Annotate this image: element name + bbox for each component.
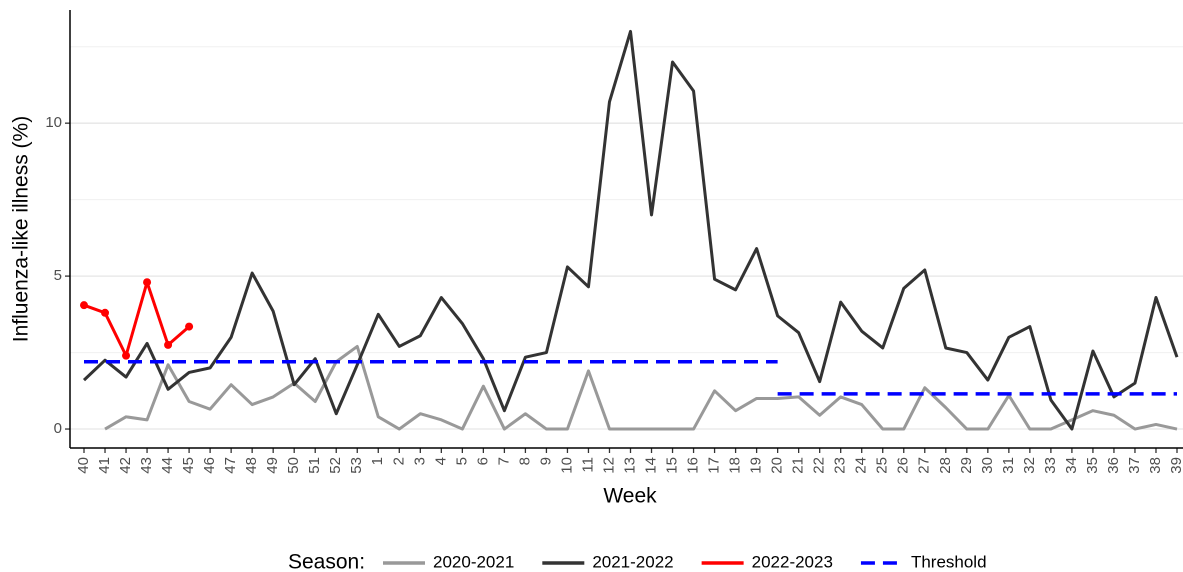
x-tick-label: 17: [706, 457, 723, 474]
series-line: [82, 29, 1179, 431]
x-tick-label: 32: [1021, 457, 1038, 474]
point: [122, 351, 131, 360]
x-tick-label: 38: [1147, 457, 1164, 474]
series-line: [83, 280, 191, 358]
x-tick-label: 42: [117, 457, 134, 474]
x-tick-label: 33: [1042, 457, 1059, 474]
x-tick-label: 30: [979, 457, 996, 474]
x-tick-label: 9: [537, 457, 554, 465]
x-tick-label: 43: [138, 457, 155, 474]
x-tick-label: 46: [201, 457, 218, 474]
x-tick-label: 11: [579, 457, 596, 473]
x-tick-label: 25: [874, 457, 891, 474]
x-tick-label: 2: [390, 457, 407, 465]
x-tick-label: 22: [811, 457, 828, 474]
point: [185, 322, 194, 331]
x-tick-label: 49: [264, 457, 281, 474]
x-tick-label: 27: [916, 457, 933, 474]
point: [80, 301, 88, 310]
x-tick-label: 4: [432, 457, 449, 465]
point: [164, 340, 173, 349]
x-tick-label: 36: [1105, 457, 1122, 474]
x-tick-label: 31: [1000, 457, 1017, 474]
point: [143, 278, 152, 287]
x-tick-label: 18: [727, 457, 744, 474]
x-tick-label: 39: [1168, 457, 1183, 474]
legend-item: 2021-2022: [542, 552, 674, 571]
point: [101, 308, 110, 317]
x-tick-label: 10: [558, 457, 575, 474]
x-tick-label: 1: [369, 457, 386, 465]
series-line: [104, 344, 1178, 431]
x-tick-label: 40: [75, 457, 92, 474]
y-axis-title: Influenza-like illness (%): [10, 116, 33, 342]
x-tick-label: 14: [642, 457, 659, 474]
x-tick-label: 52: [327, 457, 344, 474]
legend-title: Season:: [288, 551, 365, 572]
x-tick-label: 6: [474, 457, 491, 465]
x-tick-label: 51: [306, 457, 323, 474]
x-tick-label: 26: [895, 457, 912, 474]
y-tick-label: 10: [45, 114, 62, 131]
x-tick-label: 3: [411, 457, 428, 465]
x-tick-label: 44: [159, 457, 176, 474]
x-tick-label: 5: [453, 457, 470, 465]
legend-item: Threshold: [860, 552, 987, 571]
x-tick-label: 12: [600, 457, 617, 474]
legend-item: 2022-2023: [701, 552, 833, 571]
legend-label: Threshold: [911, 552, 987, 571]
x-tick-label: 20: [769, 457, 786, 474]
x-tick-label: 29: [958, 457, 975, 474]
x-tick-label: 37: [1126, 457, 1143, 474]
x-tick-label: 45: [180, 457, 197, 474]
legend-label: 2022-2023: [752, 552, 833, 571]
x-tick-label: 28: [937, 457, 954, 474]
x-tick-label: 24: [853, 457, 870, 474]
x-tick-label: 8: [516, 457, 533, 465]
x-tick-label: 50: [285, 457, 302, 474]
x-tick-label: 13: [621, 457, 638, 474]
x-tick-label: 48: [243, 457, 260, 474]
x-tick-label: 35: [1084, 457, 1101, 474]
x-tick-label: 16: [685, 457, 702, 474]
x-tick-label: 19: [748, 457, 765, 474]
x-tick-label: 15: [664, 457, 681, 474]
x-tick-label: 34: [1063, 457, 1080, 474]
legend-item: 2020-2021: [383, 552, 514, 571]
x-tick-label: 21: [790, 457, 807, 474]
x-tick-label: 41: [96, 457, 113, 474]
y-tick-label: 5: [54, 267, 62, 284]
legend-label: 2021-2022: [592, 552, 673, 571]
x-axis-title: Week: [603, 485, 657, 508]
y-tick-label: 0: [54, 420, 62, 437]
x-tick-label: 47: [222, 457, 239, 474]
legend-label: 2020-2021: [433, 552, 514, 571]
x-tick-label: 53: [348, 457, 365, 474]
x-tick-label: 23: [832, 457, 849, 474]
x-tick-label: 7: [495, 457, 512, 465]
